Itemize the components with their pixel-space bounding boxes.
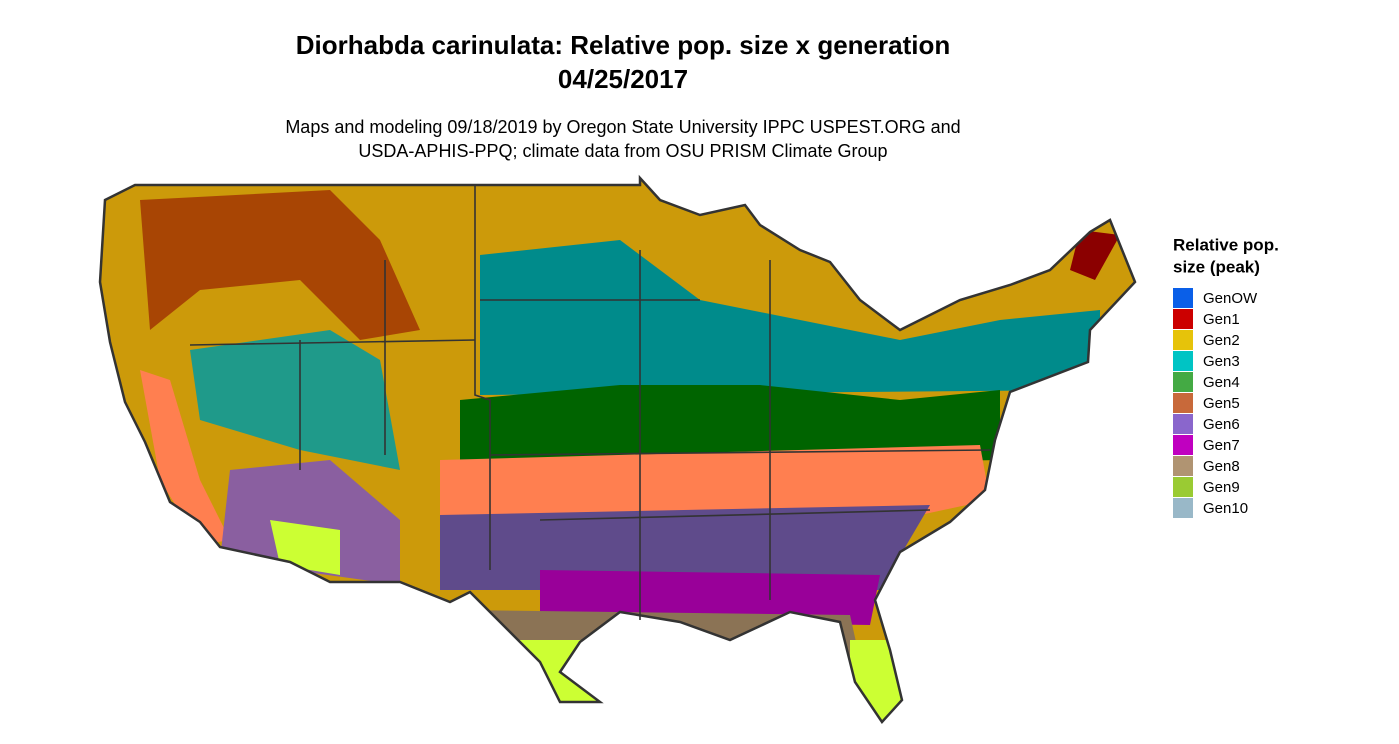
legend-swatch — [1173, 288, 1193, 308]
legend-label: Gen5 — [1203, 395, 1240, 412]
title: Diorhabda carinulata: Relative pop. size… — [296, 30, 951, 60]
us-outline — [98, 174, 1137, 725]
legend-title: Relative pop. — [1173, 235, 1279, 254]
legend-swatch — [1173, 435, 1193, 455]
legend-label: Gen1 — [1203, 311, 1240, 328]
title-date: 04/25/2017 — [558, 64, 688, 94]
legend-swatch — [1173, 414, 1193, 434]
legend-swatch — [1173, 393, 1193, 413]
legend-label: GenOW — [1203, 290, 1258, 307]
legend-swatch — [1173, 351, 1193, 371]
legend-swatch — [1173, 477, 1193, 497]
legend-label: Gen9 — [1203, 479, 1240, 496]
legend-swatch — [1173, 456, 1193, 476]
legend-label: Gen10 — [1203, 500, 1248, 517]
legend: GenOW Gen1 Gen2 Gen3 Gen4 Gen5 Gen6 Gen7 Gen8 Gen… — [1173, 288, 1258, 518]
legend-swatch — [1173, 330, 1193, 350]
legend-label: Gen6 — [1203, 416, 1240, 433]
subtitle: USDA-APHIS-PPQ; climate data from OSU PR… — [358, 141, 887, 161]
legend-label: Gen4 — [1203, 374, 1240, 391]
legend-swatch — [1173, 498, 1193, 518]
map-fill — [100, 178, 1135, 722]
legend-label: Gen7 — [1203, 437, 1240, 454]
legend-label: Gen2 — [1203, 332, 1240, 349]
legend-swatch — [1173, 309, 1193, 329]
legend-label: Gen8 — [1203, 458, 1240, 475]
legend-label: Gen3 — [1203, 353, 1240, 370]
subtitle: Maps and modeling 09/18/2019 by Oregon S… — [285, 117, 960, 137]
legend-swatch — [1173, 372, 1193, 392]
state-borders — [189, 185, 991, 620]
legend-title: size (peak) — [1173, 257, 1260, 276]
